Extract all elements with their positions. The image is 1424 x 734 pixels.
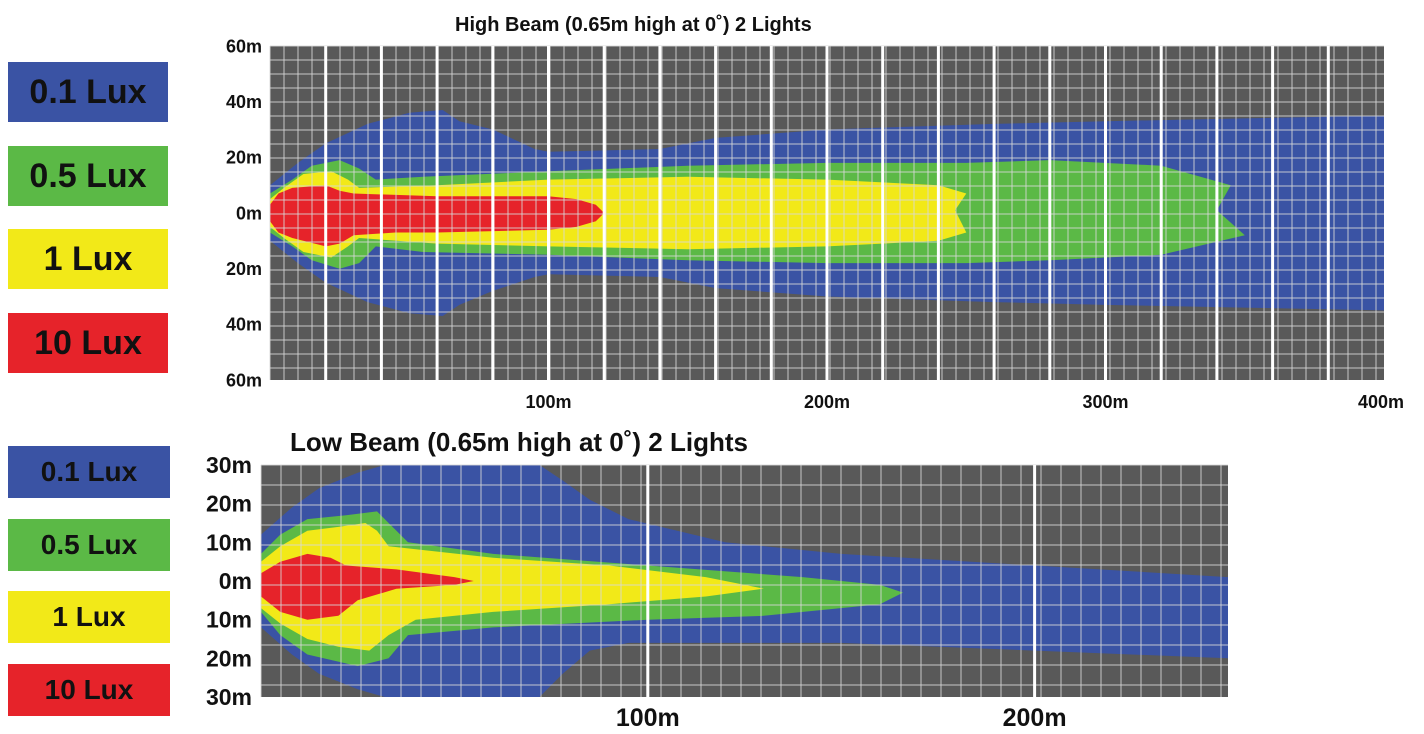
- x-tick-label: 100m: [525, 392, 571, 412]
- y-tick-label: 30m: [206, 684, 252, 710]
- low-beam-title: Low Beam (0.65m high at 0˚) 2 Lights: [290, 427, 748, 457]
- isolux-1-lux-area: [261, 523, 764, 651]
- legend-item-0-1-lux: 0.1 Lux: [8, 446, 170, 498]
- x-tick-label: 200m: [1003, 704, 1067, 732]
- y-tick-label: 40m: [226, 92, 262, 112]
- grid-lines: [260, 464, 1228, 697]
- y-tick-label: 10m: [206, 529, 252, 555]
- x-tick-label: 400m: [1358, 392, 1404, 412]
- y-tick-label: 60m: [226, 36, 262, 56]
- high-beam-title: High Beam (0.65m high at 0˚) 2 Lights: [455, 14, 812, 36]
- legend-item-0-5-lux: 0.5 Lux: [8, 519, 170, 571]
- isolux-10-lux-area: [261, 553, 474, 620]
- legend-item-10-lux: 10 Lux: [8, 313, 168, 373]
- legend-item-1-lux: 1 Lux: [8, 591, 170, 643]
- y-tick-label: 20m: [206, 645, 252, 671]
- y-tick-label: 20m: [226, 259, 262, 279]
- y-tick-label: 0m: [236, 203, 262, 223]
- x-tick-label: 200m: [804, 392, 850, 412]
- y-tick-label: 40m: [226, 315, 262, 335]
- x-tick-label: 300m: [1082, 392, 1128, 412]
- legend-item-10-lux: 10 Lux: [8, 664, 170, 716]
- legend-item-0-1-lux: 0.1 Lux: [8, 62, 168, 122]
- y-tick-label: 20m: [206, 491, 252, 517]
- y-tick-label: 0m: [219, 568, 252, 594]
- legend-item-1-lux: 1 Lux: [8, 229, 168, 289]
- low-beam-plot: 30m 20m 10m 0m 10m 20m 30m 100m 200m: [206, 452, 1228, 732]
- legend-item-0-5-lux: 0.5 Lux: [8, 146, 168, 206]
- y-tick-label: 10m: [206, 607, 252, 633]
- grid-lines: [269, 45, 1384, 380]
- y-tick-label: 20m: [226, 148, 262, 168]
- y-tick-label: 30m: [206, 452, 252, 478]
- high-beam-plot: 60m 40m 20m 0m 20m 40m 60m 100m 200m 300m 400m: [226, 36, 1404, 412]
- y-tick-label: 60m: [226, 370, 262, 390]
- x-tick-label: 100m: [616, 704, 680, 732]
